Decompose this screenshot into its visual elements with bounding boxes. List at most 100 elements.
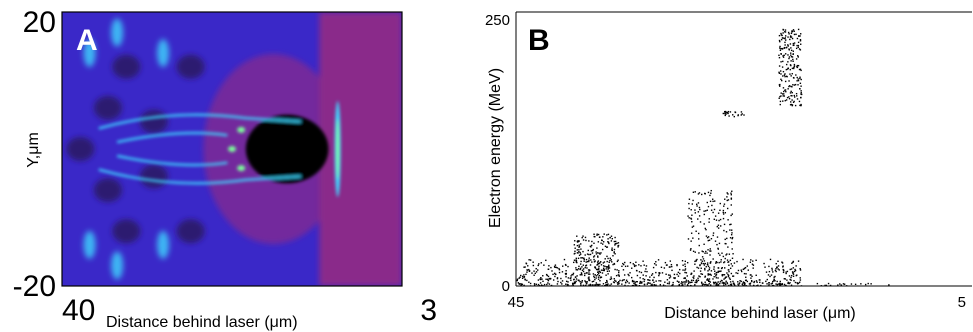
scatter-point	[731, 213, 734, 215]
scatter-point	[708, 221, 710, 223]
scatter-point	[694, 284, 696, 286]
scatter-point	[788, 85, 791, 87]
scatter-point	[704, 227, 706, 230]
scatter-point	[597, 260, 600, 262]
scatter-point	[732, 114, 734, 116]
scatter-point	[572, 273, 574, 276]
scatter-point	[610, 235, 613, 237]
scatter-point	[579, 253, 582, 255]
scatter-point	[605, 283, 608, 286]
scatter-point	[797, 260, 800, 262]
scatter-point	[789, 73, 791, 75]
scatter-point	[597, 256, 599, 258]
scatter-point	[533, 283, 536, 285]
scatter-point	[727, 193, 729, 195]
wake-blob	[112, 219, 141, 244]
scatter-point	[799, 49, 802, 51]
scatter-point	[592, 273, 595, 275]
scatter-point	[690, 248, 692, 250]
scatter-point	[545, 273, 548, 276]
scatter-point	[750, 277, 752, 279]
scatter-point	[686, 261, 689, 264]
scatter-point	[676, 263, 678, 266]
scatter-point	[550, 266, 552, 269]
plasma-filament	[116, 154, 228, 167]
scatter-point	[775, 283, 777, 285]
scatter-point	[797, 78, 799, 80]
scatter-point	[606, 270, 609, 272]
scatter-point	[759, 281, 761, 284]
scatter-point	[721, 273, 724, 276]
scatter-point	[723, 205, 725, 207]
scatter-point	[585, 265, 587, 267]
scatter-point	[715, 262, 717, 264]
scatter-point	[598, 252, 600, 254]
scatter-point	[782, 55, 784, 57]
scatter-point	[704, 276, 706, 278]
scatter-point	[583, 257, 585, 259]
scatter-point	[678, 283, 681, 286]
scatter-point	[575, 260, 578, 262]
scatter-point	[715, 283, 718, 285]
scatter-point	[708, 278, 711, 280]
scatter-point	[607, 233, 610, 236]
scatter-point	[712, 200, 714, 203]
scatter-point	[588, 253, 590, 256]
scatter-point	[796, 80, 798, 82]
scatter-point	[520, 283, 523, 285]
scatter-point	[677, 271, 680, 274]
scatter-point	[780, 78, 782, 81]
scatter-point	[673, 277, 675, 279]
scatter-point	[655, 264, 657, 266]
scatter-point	[586, 253, 589, 255]
scatter-point	[617, 244, 620, 247]
scatter-point	[681, 282, 684, 284]
scatter-point	[585, 281, 587, 283]
scatter-point	[688, 202, 690, 205]
scatter-point	[743, 267, 746, 270]
scatter-point	[742, 268, 745, 271]
scatter-point	[614, 240, 617, 243]
scatter-point	[612, 263, 614, 266]
scatter-point	[629, 272, 631, 274]
scatter-point	[612, 255, 614, 257]
scatter-point	[624, 282, 627, 284]
scatter-point	[653, 284, 655, 286]
scatter-point	[702, 283, 705, 285]
scatter-point	[609, 236, 611, 239]
scatter-point	[582, 239, 585, 241]
scatter-point	[774, 269, 777, 272]
scatter-point	[707, 236, 710, 238]
scatter-point	[719, 254, 721, 256]
scatter-point	[608, 267, 611, 269]
scatter-point	[788, 80, 790, 82]
scatter-point	[728, 284, 730, 286]
scatter-point	[784, 278, 787, 280]
scatter-point	[795, 274, 798, 277]
scatter-point	[582, 235, 584, 237]
scatter-point	[717, 270, 719, 273]
cyan-streak	[83, 230, 96, 259]
scatter-point	[611, 249, 614, 252]
scatter-point	[627, 265, 629, 267]
scatter-point	[602, 265, 605, 267]
scatter-point	[715, 272, 718, 274]
scatter-point	[842, 283, 845, 285]
scatter-point	[596, 233, 598, 235]
scatter-point	[558, 267, 560, 270]
scatter-point	[860, 283, 862, 285]
scatter-point	[596, 234, 598, 236]
scatter-point	[585, 261, 587, 263]
scatter-point	[749, 261, 752, 263]
scatter-point	[797, 282, 800, 284]
scatter-point	[547, 275, 550, 278]
scatter-point	[793, 96, 796, 98]
scatter-point	[580, 248, 582, 250]
scatter-point	[785, 46, 788, 49]
scatter-point	[703, 243, 705, 246]
scatter-point	[610, 278, 613, 280]
scatter-point	[668, 281, 671, 283]
scatter-point	[727, 219, 729, 221]
scatter-point	[783, 37, 786, 40]
scatter-point	[726, 281, 728, 284]
